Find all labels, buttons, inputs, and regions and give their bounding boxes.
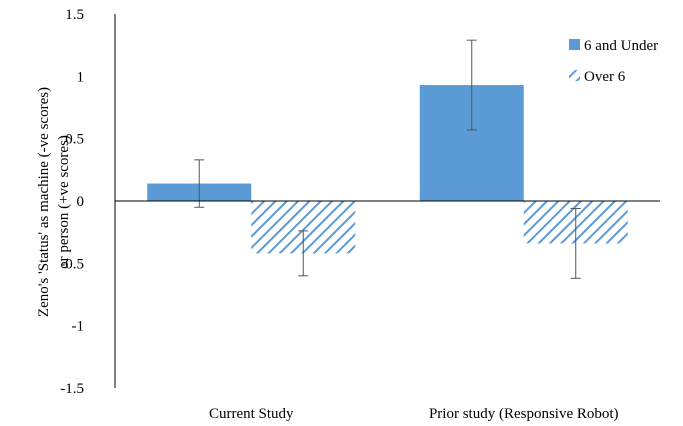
y-tick-label: 1.5	[65, 7, 84, 23]
legend-swatch	[569, 39, 580, 50]
legend-label: 6 and Under	[584, 38, 658, 54]
legend-label: Over 6	[584, 69, 626, 85]
y-tick-label: -1	[72, 319, 85, 335]
x-axis-categories: Current Study Prior study (Responsive Rob…	[209, 406, 619, 422]
error-bar	[570, 207, 581, 279]
error-bar	[194, 159, 205, 208]
legend: 6 and Under Over 6	[569, 38, 658, 85]
y-axis-label-line2: or person (+ve scores)	[56, 135, 72, 269]
y-tick-label: -1.5	[60, 381, 84, 397]
legend-swatch	[569, 70, 580, 81]
x-category-label: Prior study (Responsive Robot)	[429, 406, 619, 422]
bars	[147, 85, 628, 254]
y-axis-ticks: 1.5 1 0.5 0 -0.5 -1 -1.5	[60, 7, 84, 397]
error-bar	[466, 39, 477, 131]
y-axis-label: Zeno's 'Status' as machine (-ve scores) …	[36, 87, 72, 317]
y-axis-label-line1: Zeno's 'Status' as machine (-ve scores)	[36, 87, 52, 317]
y-tick-label: 1	[77, 69, 85, 85]
error-bar	[298, 230, 309, 277]
error-bars	[194, 39, 581, 279]
y-tick-label: 0	[77, 194, 85, 210]
y-tick-label: 0.5	[65, 132, 84, 148]
y-tick-label: -0.5	[60, 256, 84, 272]
x-category-label: Current Study	[209, 406, 294, 422]
